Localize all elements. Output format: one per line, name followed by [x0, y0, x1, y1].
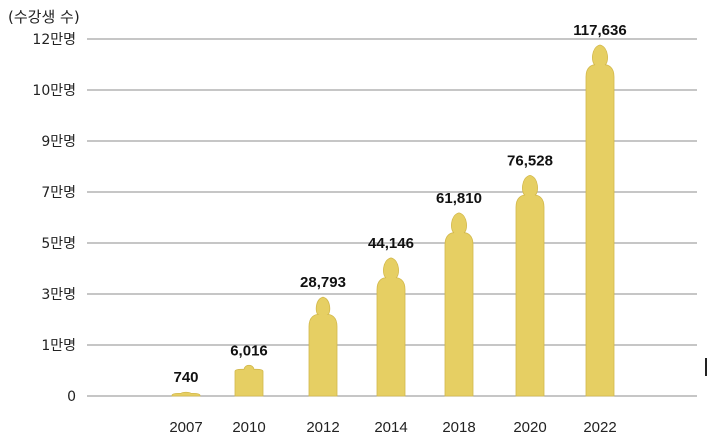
- bar-2020: [515, 174, 545, 397]
- bar-2012: [308, 296, 338, 397]
- x-tick-label: 2020: [513, 419, 546, 436]
- x-tick-label: 2022: [583, 419, 616, 436]
- data-label: 61,810: [436, 190, 482, 207]
- bar-2014: [376, 257, 406, 397]
- y-tick-label: 5만명: [41, 236, 76, 252]
- data-label: 117,636: [573, 22, 626, 39]
- x-tick-label: 2010: [232, 419, 265, 436]
- bar-2010: [234, 364, 264, 397]
- x-tick-label: 2012: [306, 419, 339, 436]
- data-label: 28,793: [300, 274, 346, 291]
- y-tick-label: 7만명: [41, 185, 76, 201]
- data-label: 76,528: [507, 152, 553, 169]
- bar-2018: [444, 212, 474, 397]
- y-tick-label: 9만명: [41, 134, 76, 150]
- data-label: 740: [173, 369, 198, 386]
- data-label: 6,016: [230, 342, 268, 359]
- x-tick-label: 2018: [442, 419, 475, 436]
- data-label: 44,146: [368, 235, 414, 252]
- y-tick-label: 10만명: [32, 83, 76, 99]
- x-tick-label: 2014: [374, 419, 407, 436]
- y-tick-label: 1만명: [41, 338, 76, 354]
- bar-2022: [585, 44, 615, 397]
- y-axis-unit-label: (수강생 수): [8, 8, 80, 26]
- text-cursor: [705, 358, 707, 376]
- y-tick-label: 12만명: [32, 32, 76, 48]
- y-tick-label: 3만명: [41, 287, 76, 303]
- bar-2007: [171, 391, 201, 397]
- y-tick-label: 0: [67, 389, 76, 405]
- x-tick-label: 2007: [169, 419, 202, 436]
